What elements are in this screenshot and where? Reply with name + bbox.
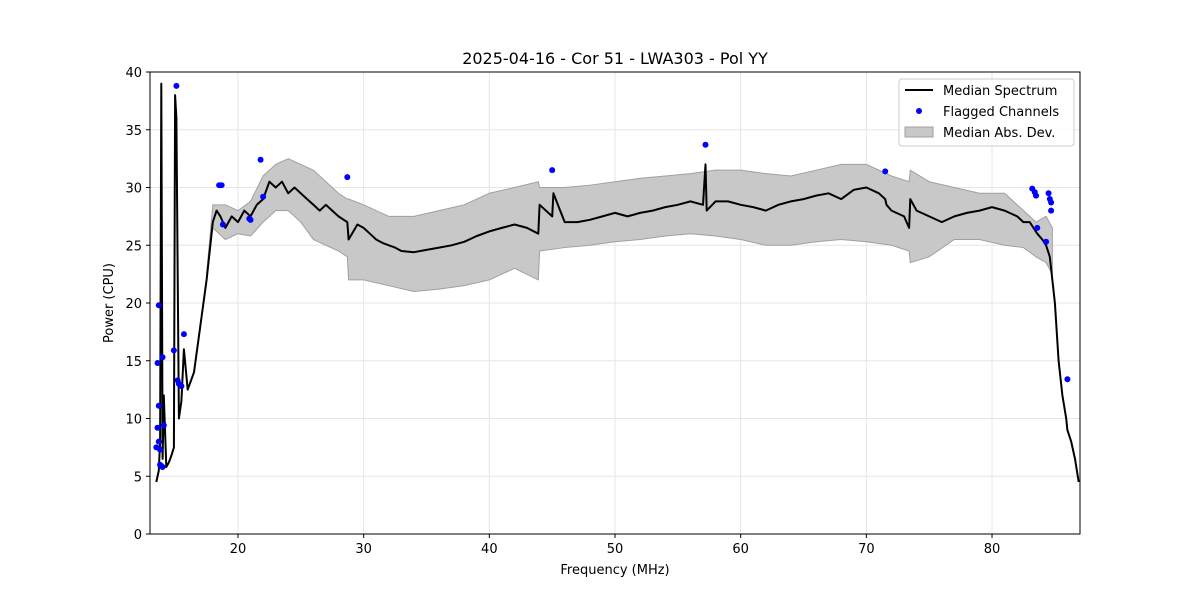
flagged-points-layer bbox=[153, 82, 1071, 471]
flagged-channel-point bbox=[257, 156, 264, 163]
x-tick-label: 60 bbox=[732, 542, 749, 557]
flagged-channel-point bbox=[160, 422, 167, 429]
mad-band bbox=[206, 158, 1053, 292]
legend-mad-label: Median Abs. Dev. bbox=[943, 126, 1055, 141]
y-tick-label: 40 bbox=[125, 66, 142, 81]
y-axis-ticks: 0 5 10 15 20 25 30 35 40 bbox=[125, 66, 150, 543]
flagged-channel-point bbox=[154, 360, 161, 367]
y-tick-label: 35 bbox=[125, 124, 142, 139]
x-tick-label: 20 bbox=[230, 542, 247, 557]
y-tick-label: 10 bbox=[125, 413, 142, 428]
flagged-channel-point bbox=[1034, 224, 1041, 231]
y-tick-label: 0 bbox=[134, 528, 142, 543]
legend-box bbox=[898, 78, 1075, 147]
median-line-layer bbox=[155, 82, 1080, 483]
flagged-channel-point bbox=[549, 167, 556, 174]
x-tick-label: 80 bbox=[984, 542, 1001, 557]
flagged-channel-point bbox=[218, 182, 225, 189]
flagged-channel-point bbox=[1043, 238, 1050, 245]
legend-mad-swatch bbox=[904, 126, 934, 138]
flagged-channel-point bbox=[247, 216, 254, 223]
flagged-channel-point bbox=[882, 168, 889, 175]
flagged-channel-point bbox=[170, 347, 177, 354]
legend-flagged-label: Flagged Channels bbox=[943, 105, 1059, 120]
flagged-channel-point bbox=[155, 402, 162, 409]
flagged-channel-point bbox=[155, 302, 162, 309]
flagged-channel-point bbox=[180, 331, 187, 338]
x-axis-ticks: 20 30 40 50 60 70 80 bbox=[230, 534, 1001, 557]
flagged-channel-point bbox=[178, 383, 185, 390]
y-tick-label: 25 bbox=[125, 239, 142, 254]
flagged-channel-point bbox=[1064, 376, 1071, 383]
chart-title: 2025-04-16 - Cor 51 - LWA303 - Pol YY bbox=[462, 49, 768, 68]
flagged-channel-point bbox=[159, 354, 166, 361]
x-axis-label: Frequency (MHz) bbox=[560, 563, 669, 578]
y-tick-label: 20 bbox=[125, 297, 142, 312]
flagged-channel-point bbox=[1048, 207, 1055, 214]
flagged-channel-point bbox=[159, 464, 166, 471]
flagged-channel-point bbox=[1045, 190, 1052, 197]
flagged-channel-point bbox=[219, 221, 226, 228]
flagged-channel-point bbox=[154, 424, 161, 431]
y-tick-label: 30 bbox=[125, 182, 142, 197]
flagged-channel-point bbox=[157, 446, 164, 453]
legend-median-label: Median Spectrum bbox=[943, 84, 1057, 99]
flagged-channel-point bbox=[1048, 199, 1055, 206]
x-tick-label: 70 bbox=[858, 542, 875, 557]
y-tick-label: 5 bbox=[134, 470, 142, 485]
mad-band-layer bbox=[206, 158, 1053, 292]
flagged-channel-point bbox=[344, 174, 351, 181]
legend-flagged-swatch bbox=[916, 108, 922, 114]
y-axis-label: Power (CPU) bbox=[102, 263, 117, 343]
y-tick-label: 15 bbox=[125, 355, 142, 370]
flagged-channel-point bbox=[260, 193, 267, 200]
flagged-channel-point bbox=[155, 438, 162, 445]
x-tick-label: 50 bbox=[607, 542, 624, 557]
x-tick-label: 30 bbox=[355, 542, 372, 557]
flagged-channel-point bbox=[173, 82, 180, 89]
legend: Median Spectrum Flagged Channels Median … bbox=[898, 78, 1075, 147]
flagged-channel-point bbox=[702, 141, 709, 148]
x-tick-label: 40 bbox=[481, 542, 498, 557]
median-spectrum-line bbox=[155, 82, 1080, 483]
flagged-channel-point bbox=[1033, 192, 1040, 199]
